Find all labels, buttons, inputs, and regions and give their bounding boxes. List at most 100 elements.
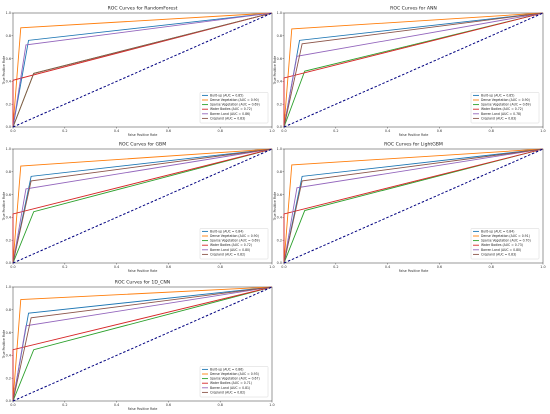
legend-box: [199, 228, 269, 260]
roc-series-line: [12, 12, 273, 127]
x-axis-label: False Positive Rate: [128, 133, 158, 137]
legend-label: Built-up (AUC = 0.84): [481, 229, 514, 233]
legend-box: [470, 92, 540, 124]
legend-label: Barren Land (AUC = 0.80): [481, 248, 521, 252]
roc-panel: ROC Curves for ANN False Positive Rate Tru…: [273, 6, 546, 138]
roc-series-line: [12, 286, 273, 402]
y-tick-label: 0.6: [6, 331, 11, 335]
legend: Built-up (AUC = 0.85)Dense Vegetation (A…: [470, 92, 540, 124]
x-tick-label: 0.2: [62, 265, 67, 269]
legend-label: Built-up (AUC = 0.85): [210, 93, 243, 97]
y-axis-label: True Positive Rate: [2, 192, 6, 221]
x-tick-label: 0.6: [166, 265, 171, 269]
x-tick-label: 1.0: [269, 265, 274, 269]
y-tick-label: 0.4: [6, 354, 11, 358]
y-tick-label: 0.0: [6, 261, 11, 265]
roc-series-line: [283, 148, 544, 264]
legend-label: Barren Land (AUC = 0.81): [210, 386, 250, 390]
x-tick-label: 0.2: [333, 129, 338, 133]
y-tick-label: 1.0: [277, 11, 282, 15]
roc-series-line: [283, 12, 544, 128]
legend-label: Water Bodies (AUC = 0.71): [210, 381, 252, 385]
legend-label: Dense Vegetation (AUC = 0.91): [481, 234, 530, 238]
y-tick-label: 1.0: [6, 147, 11, 151]
x-tick-label: 1.0: [269, 129, 274, 133]
y-tick-label: 0.4: [277, 216, 282, 220]
legend-label: Water Bodies (AUC = 0.73): [481, 243, 523, 247]
roc-panel: ROC Curves for 1D_CNN False Positive Rate…: [2, 280, 275, 412]
legend-label: Built-up (AUC = 0.84): [210, 229, 243, 233]
roc-panel: ROC Curves for GBM False Positive Rate Tru…: [2, 142, 275, 274]
roc-series-line: [283, 12, 544, 128]
x-tick-label: 0.0: [10, 129, 15, 133]
y-tick-label: 0.2: [6, 376, 11, 380]
legend: Built-up (AUC = 0.84)Dense Vegetation (A…: [470, 228, 540, 260]
y-tick-label: 0.6: [6, 57, 11, 61]
y-axis-label: True Positive Rate: [2, 330, 6, 359]
x-tick-label: 0.4: [385, 129, 390, 133]
y-tick-label: 0.8: [6, 170, 11, 174]
legend-label: Barren Land (AUC = 0.78): [481, 112, 521, 116]
legend-label: Dense Vegetation (AUC = 0.90): [481, 98, 530, 102]
chart-title: ROC Curves for 1D_CNN: [115, 280, 171, 286]
y-tick-label: 0.8: [6, 34, 11, 38]
y-tick-label: 0.0: [6, 125, 11, 129]
x-tick-label: 0.8: [488, 265, 493, 269]
roc-series-line: [283, 148, 544, 264]
y-tick-label: 0.4: [6, 80, 11, 84]
x-tick-label: 0.0: [10, 265, 15, 269]
x-axis-label: False Positive Rate: [399, 133, 429, 137]
chart-title: ROC Curves for LightGBM: [384, 142, 443, 148]
y-tick-label: 0.8: [277, 170, 282, 174]
y-tick-label: 0.6: [6, 193, 11, 197]
roc-series-line: [12, 286, 273, 402]
y-tick-label: 0.6: [277, 57, 282, 61]
y-tick-label: 0.8: [277, 34, 282, 38]
y-tick-label: 0.4: [6, 216, 11, 220]
legend: Built-up (AUC = 0.84)Dense Vegetation (A…: [199, 228, 269, 260]
y-tick-label: 0.0: [277, 125, 282, 129]
legend: Built-up (AUC = 0.85)Dense Vegetation (A…: [199, 92, 269, 124]
y-axis-label: True Positive Rate: [273, 192, 277, 221]
roc-series-line: [12, 12, 273, 128]
legend-label: Water Bodies (AUC = 0.72): [210, 107, 252, 111]
legend-label: Cropland (AUC = 0.83): [210, 116, 245, 120]
y-tick-label: 0.4: [277, 80, 282, 84]
x-tick-label: 0.0: [281, 265, 286, 269]
y-tick-label: 0.8: [6, 308, 11, 312]
roc-panel: ROC Curves for RandomForest False Positiv…: [2, 6, 275, 138]
x-tick-label: 0.8: [217, 265, 222, 269]
y-tick-label: 0.2: [277, 102, 282, 106]
roc-series-line: [12, 148, 273, 263]
x-axis-label: False Positive Rate: [128, 269, 158, 273]
legend-box: [199, 92, 269, 124]
legend-label: Sparse Vegetation (AUC = 0.69): [481, 103, 531, 107]
x-tick-label: 0.0: [281, 129, 286, 133]
roc-series-line: [283, 148, 544, 263]
legend-label: Barren Land (AUC = 0.86): [210, 112, 250, 116]
legend-label: Water Bodies (AUC = 0.72): [481, 107, 523, 111]
y-tick-label: 1.0: [277, 147, 282, 151]
legend-label: Cropland (AUC = 0.82): [210, 390, 245, 394]
legend-label: Sparse Vegetation (AUC = 0.69): [210, 239, 260, 243]
x-axis-label: False Positive Rate: [128, 407, 158, 411]
y-tick-label: 0.6: [277, 193, 282, 197]
y-tick-label: 0.2: [6, 102, 11, 106]
roc-panel: ROC Curves for LightGBM False Positive Ra…: [273, 142, 546, 274]
x-tick-label: 1.0: [540, 129, 545, 133]
roc-series-line: [283, 12, 544, 128]
y-tick-label: 0.2: [6, 238, 11, 242]
roc-series-line: [12, 148, 273, 264]
roc-series-line: [283, 148, 544, 264]
x-tick-label: 0.2: [62, 403, 67, 407]
legend-label: Built-up (AUC = 0.86): [210, 367, 243, 371]
roc-series-line: [12, 12, 273, 128]
y-tick-label: 0.2: [277, 238, 282, 242]
x-tick-label: 0.6: [437, 265, 442, 269]
legend-label: Water Bodies (AUC = 0.72): [210, 243, 252, 247]
x-tick-label: 0.8: [217, 403, 222, 407]
roc-series-line: [283, 12, 544, 128]
legend-label: Dense Vegetation (AUC = 0.93): [210, 372, 259, 376]
legend-label: Built-up (AUC = 0.85): [481, 93, 514, 97]
